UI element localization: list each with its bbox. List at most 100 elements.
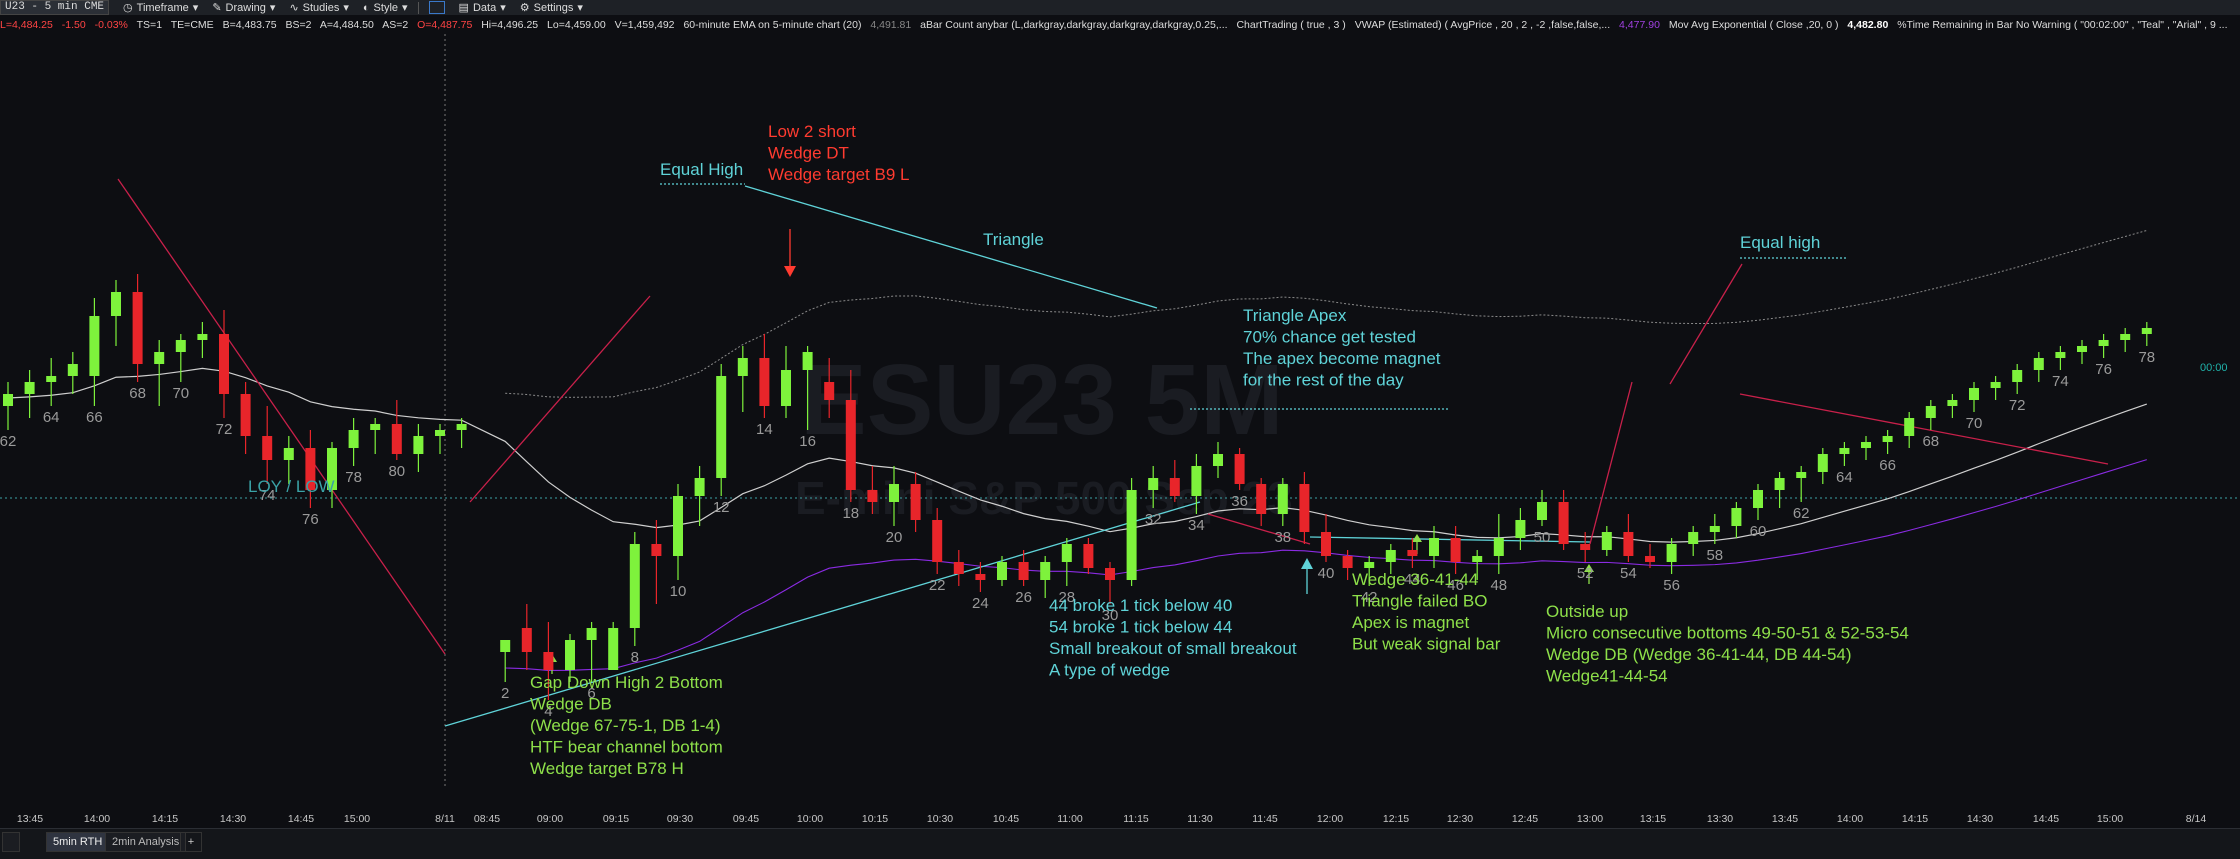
trendline-drawings — [117, 178, 2109, 727]
time-tick-label: 09:30 — [667, 813, 693, 824]
symbol-watermark: ESU23 5M E-mini S&P 500 Sep 23 — [795, 344, 1293, 524]
bar-number-label: 28 — [1058, 589, 1075, 606]
candle-body — [1796, 472, 1807, 478]
candle-body — [1904, 418, 1915, 436]
candle-body — [500, 640, 511, 652]
annotation-small-breakout-line: Small breakout of small breakout — [1049, 639, 1297, 658]
candle-body — [391, 424, 402, 454]
add-tab-button[interactable]: + — [180, 832, 202, 852]
candle-body — [845, 400, 856, 490]
candle-body — [824, 382, 835, 400]
candle-body — [586, 628, 597, 640]
vwap-study-value: 4,477.90 — [1619, 19, 1660, 31]
caret-down-icon: ▾ — [402, 2, 408, 14]
caret-down-icon: ▾ — [192, 2, 199, 14]
tab-5min-rth[interactable]: 5min RTH — [46, 832, 110, 852]
time-tick-label: 14:15 — [152, 813, 178, 824]
timeframe-label: Timeframe — [136, 1, 189, 14]
candle-body — [1299, 484, 1310, 532]
timeframe-button[interactable]: ◷ Timeframe ▾ — [123, 1, 199, 15]
candle-body — [1666, 544, 1677, 562]
green-arrow-54-head — [1584, 564, 1594, 572]
grid-toggle-icon[interactable] — [428, 1, 445, 14]
bear-channel-line — [117, 178, 446, 655]
vwap-study-label: VWAP (Estimated) ( AvgPrice , 20 , 2 , -… — [1354, 19, 1611, 31]
pencil-icon: ✎ — [212, 2, 222, 14]
bar-number-label: 40 — [1318, 565, 1335, 582]
bar-number-label: 72 — [2009, 397, 2026, 414]
candle-body — [1277, 484, 1288, 514]
style-button[interactable]: ◐ Style ▾ — [362, 1, 408, 15]
studies-label: Studies — [302, 1, 340, 14]
candle-body — [1601, 532, 1612, 550]
candle-body — [932, 520, 943, 562]
drawing-button[interactable]: ✎ Drawing ▾ — [212, 1, 275, 15]
candle-body — [1321, 532, 1331, 556]
candle-body — [1429, 538, 1439, 556]
candle-body — [24, 382, 35, 394]
symbol-selector[interactable]: U23 - 5 min CME — [0, 0, 110, 15]
tab-2min-analysis[interactable]: 2min Analysis — [105, 832, 187, 852]
bar-number-label: 70 — [172, 385, 189, 402]
wedge-60-line — [1669, 263, 1743, 385]
high-value: Hi=4,496.25 — [481, 19, 539, 31]
quote-info-line: L=4,484.25 -1.50 -0.03% TS=1 TE=CME B=4,… — [0, 19, 2240, 33]
candle-body — [1925, 406, 1936, 418]
annotation-wedge-36-line: But weak signal bar — [1352, 635, 1501, 654]
annotation-texts: Gap Down High 2 Bottom Wedge DB (Wedge 67-… — [248, 122, 1909, 778]
time-tick-label: 11:15 — [1123, 813, 1149, 824]
time-tick-label: 13:00 — [1577, 813, 1603, 824]
chart-trading-label: ChartTrading ( true , 3 ) — [1236, 19, 1346, 31]
candle-body — [565, 640, 575, 670]
candle-body — [889, 484, 899, 502]
time-tick-label: 13:45 — [17, 813, 43, 824]
annotation-gap-down-line: Wedge DB — [530, 695, 612, 714]
time-axis-bg — [0, 788, 2240, 824]
chart-toolbar: U23 - 5 min CME ◷ Timeframe ▾ ✎ Drawing ▾ ∿ S… — [0, 0, 2240, 15]
bar-number-label: 16 — [799, 433, 816, 450]
time-tick-label: 12:45 — [1512, 813, 1538, 824]
candle-body — [132, 292, 143, 364]
annotation-small-breakout-line: 54 broke 1 tick below 44 — [1049, 618, 1232, 637]
tab-nav-left[interactable] — [2, 832, 20, 852]
candle-body — [2055, 352, 2066, 358]
candle-body — [1839, 448, 1850, 454]
wedge-bottom-line — [469, 295, 651, 503]
bar-number-label: 36 — [1231, 493, 1248, 510]
candle-body — [2077, 346, 2087, 352]
annotation-equal-high-1-line: Equal High — [660, 160, 743, 179]
candle-body — [1882, 436, 1893, 442]
candle-body — [3, 394, 13, 406]
time-tick-label: 10:00 — [797, 813, 823, 824]
annotation-outside-up-line: Micro consecutive bottoms 49-50-51 & 52-… — [1546, 624, 1909, 643]
bar-number-label: 74 — [259, 487, 276, 504]
annotation-gap-down-line: Wedge target B78 H — [530, 759, 684, 778]
candle-body — [1731, 508, 1742, 526]
candle-body — [1342, 556, 1353, 568]
caret-down-icon: ▾ — [500, 2, 506, 14]
studies-button[interactable]: ∿ Studies ▾ — [289, 1, 348, 15]
bar-number-label: 54 — [1620, 565, 1637, 582]
bar-number-label: 48 — [1490, 577, 1507, 594]
bar-number-label: 78 — [2138, 349, 2155, 366]
toolbar-divider — [417, 1, 419, 14]
data-button[interactable]: ▤ Data ▾ — [459, 1, 506, 15]
candle-body — [1234, 454, 1245, 484]
annotation-triangle-apex-line: The apex become magnet — [1243, 349, 1441, 368]
bar-number-label: 64 — [1836, 469, 1853, 486]
bar-number-label: 68 — [1922, 433, 1939, 450]
ema-study-value: 4,491.81 — [870, 19, 912, 31]
style-icon: ◐ — [362, 1, 370, 14]
time-tick-label: 08:45 — [474, 813, 500, 824]
candle-body — [1537, 502, 1547, 520]
time-tick-label: 14:45 — [288, 813, 314, 824]
candle-body — [1169, 478, 1180, 496]
bar-number-label: 60 — [1750, 523, 1767, 540]
bar-number-label: 34 — [1188, 517, 1205, 534]
teal-arrow-head — [1301, 558, 1313, 569]
settings-button[interactable]: ⚙ Settings ▾ — [520, 1, 583, 15]
bar-number-label: 10 — [670, 583, 687, 600]
candle-body — [1969, 388, 1979, 400]
candle-body — [1083, 544, 1094, 568]
